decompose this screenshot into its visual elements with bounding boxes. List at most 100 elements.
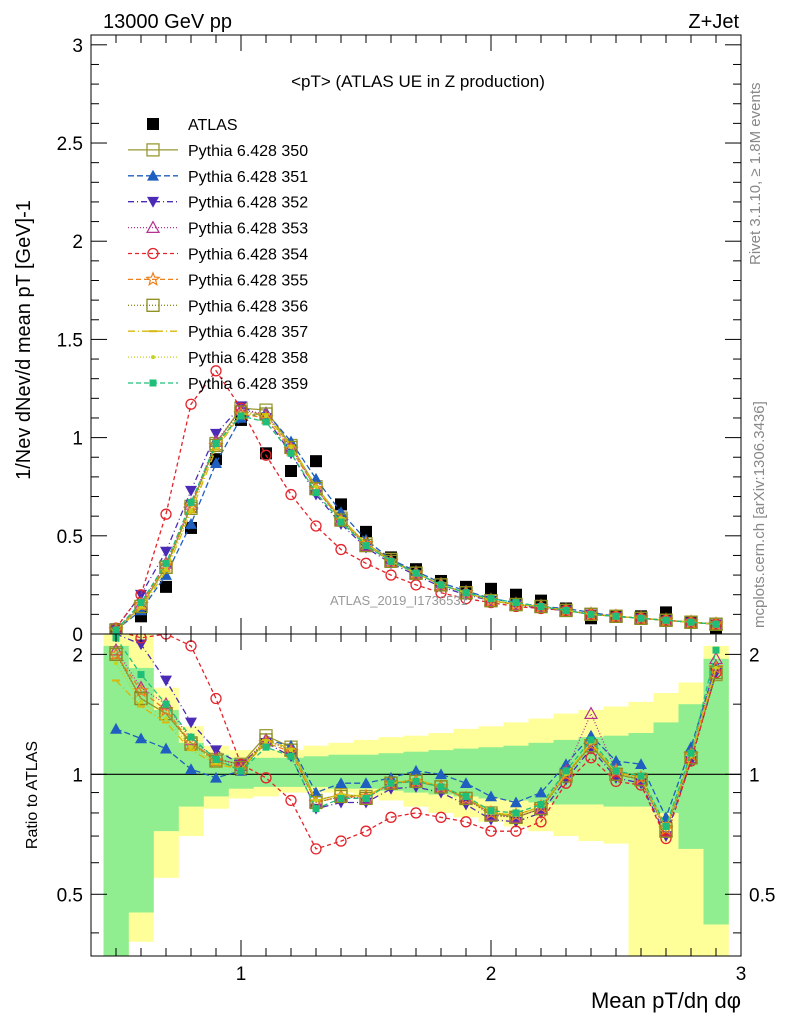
legend-marker xyxy=(146,143,160,157)
data-point xyxy=(260,449,272,461)
ratio-point xyxy=(109,647,123,662)
data-point xyxy=(462,589,470,597)
ratio-point xyxy=(460,816,472,828)
ratio-point xyxy=(460,777,472,789)
ratio-point xyxy=(289,748,293,753)
ratio-point xyxy=(537,801,545,809)
ratio-point xyxy=(637,772,645,780)
series-pythia-6-428-359 xyxy=(112,412,720,634)
data-point xyxy=(712,620,720,628)
data-point xyxy=(264,414,268,419)
data-point xyxy=(160,508,172,520)
data-point xyxy=(187,498,195,506)
ratio-point xyxy=(485,825,497,837)
data-point xyxy=(410,579,422,591)
green-band-bin xyxy=(278,757,304,787)
ratio-point xyxy=(387,779,395,787)
data-point xyxy=(409,566,423,580)
legend-entry-pythia-6-428-357: Pythia 6.428 357 xyxy=(128,324,308,341)
ratio-point xyxy=(610,755,622,766)
data-point xyxy=(562,606,570,614)
data-point xyxy=(135,589,147,601)
data-point xyxy=(434,578,448,592)
data-point xyxy=(160,580,172,593)
data-point xyxy=(189,508,193,513)
ratio-point xyxy=(687,749,695,757)
main-panel: 0 0.5 1 1.5 2 2.5 3 <pT> (ATLAS UE in Z produc… xyxy=(13,34,742,646)
ratio-point xyxy=(262,743,270,751)
x-tick-label: 2 xyxy=(486,964,497,985)
data-point xyxy=(185,518,197,529)
legend-entry-pythia-6-428-352: Pythia 6.428 352 xyxy=(128,195,308,212)
ratio-point xyxy=(434,780,448,794)
data-point xyxy=(310,472,322,484)
data-point xyxy=(587,610,595,618)
main-y-tick-label: 1.5 xyxy=(57,330,83,351)
ratio-point xyxy=(135,634,147,644)
ratio-point xyxy=(335,777,347,789)
data-point xyxy=(459,586,473,600)
ratio-point xyxy=(535,816,547,828)
data-point xyxy=(485,582,497,595)
data-point xyxy=(512,599,520,607)
ratio-point xyxy=(337,794,345,802)
ratio-point xyxy=(310,843,322,855)
ratio-point xyxy=(359,791,373,806)
ratio-point xyxy=(210,771,222,783)
legend-marker xyxy=(145,271,161,287)
data-point xyxy=(164,567,168,572)
ratio-point xyxy=(237,767,245,775)
data-point xyxy=(160,546,172,558)
ratio-point xyxy=(264,739,268,744)
ratio-panel: 0.5 0.5 1 1 2 2 1 2 3 Ratio to ATLAS Mean pT/dη … xyxy=(24,633,775,1013)
data-point xyxy=(210,428,222,440)
source-label: mcplots.cern.ch [arXiv:1306.3436] xyxy=(751,401,768,628)
data-point xyxy=(287,449,295,457)
legend-label: Pythia 6.428 350 xyxy=(188,143,308,160)
legend-marker xyxy=(146,298,160,312)
ratio-point xyxy=(585,752,597,764)
ratio-point xyxy=(410,807,422,819)
green-band-bin xyxy=(453,748,479,797)
data-point xyxy=(637,614,645,622)
data-point xyxy=(185,398,197,410)
ratio-point xyxy=(562,767,570,775)
data-point xyxy=(387,557,395,565)
ratio-point xyxy=(385,811,397,823)
ratio-point xyxy=(435,768,447,780)
ratio-point xyxy=(189,745,193,750)
data-point xyxy=(484,593,498,608)
data-point xyxy=(360,525,372,538)
ratio-point xyxy=(512,809,520,817)
ratio-point xyxy=(587,736,595,744)
data-point xyxy=(534,599,548,614)
data-point xyxy=(412,569,420,577)
data-point xyxy=(385,569,397,581)
ratio-y-tick-label: 1 xyxy=(72,765,83,786)
ratio-point xyxy=(108,646,124,661)
green-band-bin xyxy=(128,667,154,913)
data-point xyxy=(160,569,172,580)
main-y-tick-label: 0.5 xyxy=(57,527,83,548)
data-point xyxy=(612,612,620,620)
ratio-point xyxy=(714,665,718,670)
header-energy: 13000 GeV pp xyxy=(103,11,232,33)
legend-marker xyxy=(151,355,155,360)
legend-label: Pythia 6.428 355 xyxy=(188,272,308,289)
data-point xyxy=(335,543,347,556)
ratio-point xyxy=(360,777,372,789)
ratio-point xyxy=(485,790,497,802)
ratio-point xyxy=(185,717,197,729)
watermark-label: ATLAS_2019_I1736531 xyxy=(330,593,468,608)
legend-entry-pythia-6-428-356: Pythia 6.428 356 xyxy=(128,298,308,315)
data-point xyxy=(337,518,345,526)
data-point xyxy=(285,488,297,501)
ratio-point xyxy=(462,792,470,800)
legend-label: Pythia 6.428 359 xyxy=(188,376,308,393)
ratio-point xyxy=(583,706,599,720)
data-point xyxy=(359,538,373,553)
ratio-point xyxy=(287,752,295,760)
legend-label: Pythia 6.428 353 xyxy=(188,221,308,238)
main-y-tick-label: 3 xyxy=(72,36,83,57)
